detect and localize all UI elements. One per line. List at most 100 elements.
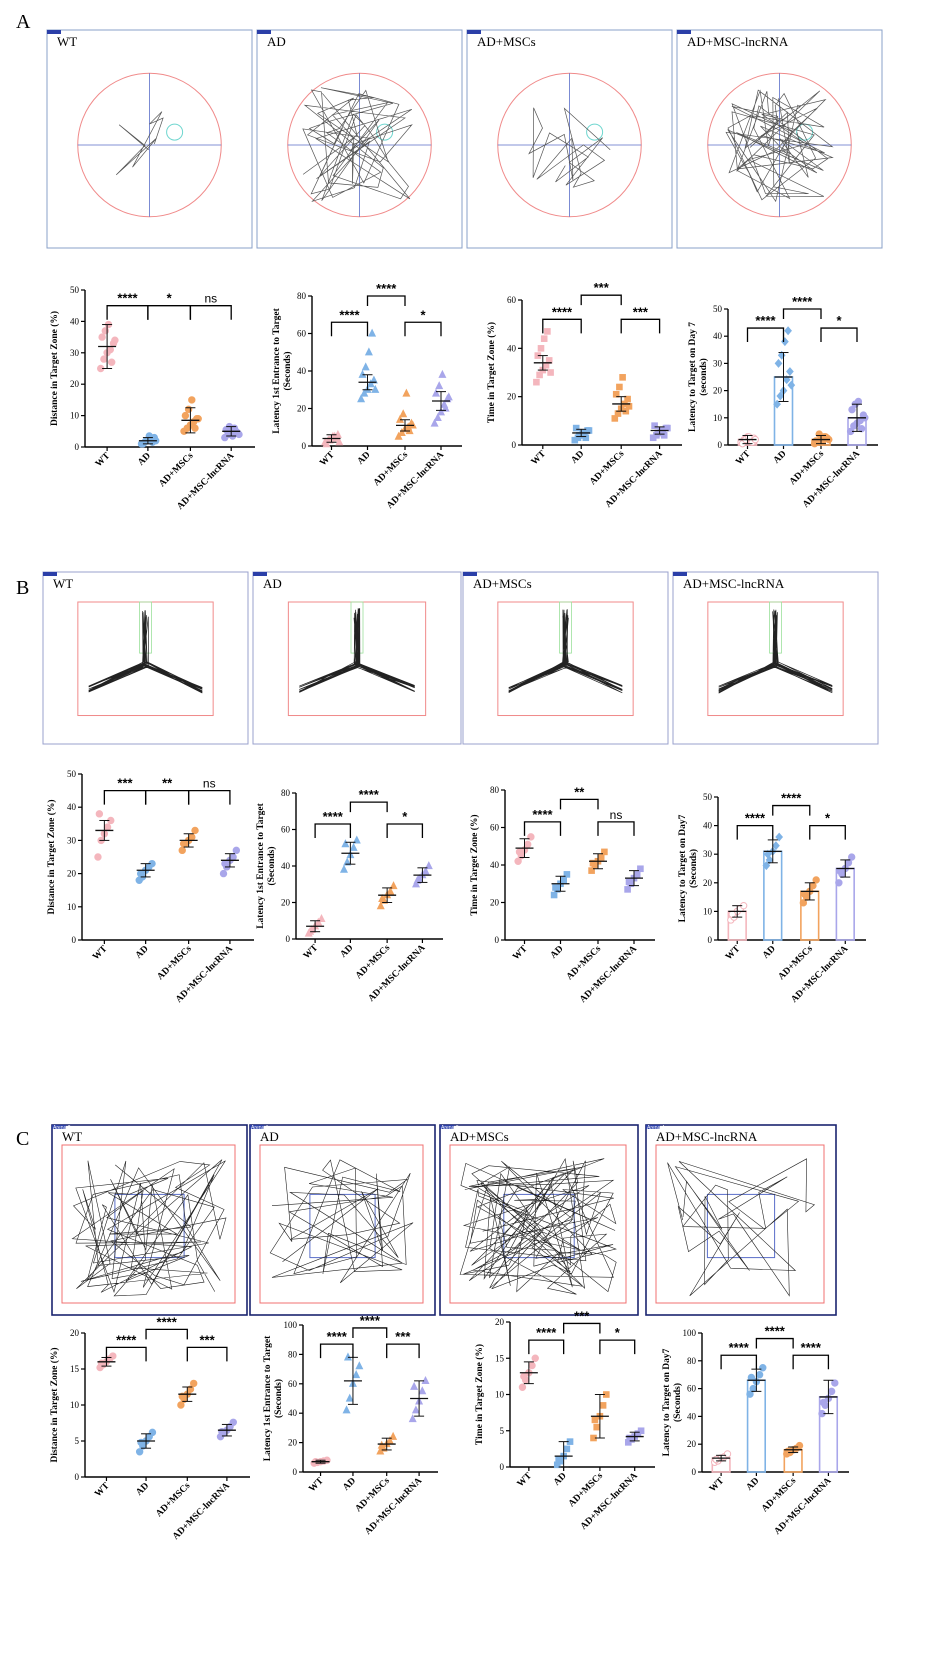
y-tick-label: 30 — [703, 849, 713, 859]
y-tick-label: 50 — [67, 769, 77, 779]
significance-bracket: **** — [352, 1313, 388, 1338]
x-tick-label-wt: WT — [307, 1476, 326, 1495]
data-point — [528, 1361, 536, 1370]
data-point — [520, 1372, 528, 1381]
bracket-line — [386, 1343, 420, 1359]
track-label: WT — [62, 1129, 82, 1144]
significance-bracket: *** — [103, 776, 147, 805]
track-wt: WT — [46, 29, 253, 249]
x-tick-label-ad-mscs: AD+MSCs — [565, 944, 603, 982]
series-ad-mscs — [588, 848, 608, 874]
series-wt — [96, 1352, 117, 1372]
arena-tab — [250, 1125, 264, 1129]
y-tick-label: 10 — [70, 1400, 80, 1410]
x-tick-label-wt: WT — [734, 449, 753, 468]
significance-label: **** — [552, 304, 573, 319]
y-axis-label: Distance in Target Zone (%) — [49, 311, 60, 426]
y-tick-label: 40 — [490, 860, 500, 870]
data-point — [524, 840, 532, 849]
data-point — [395, 414, 405, 423]
data-point — [712, 1455, 720, 1464]
data-point — [94, 853, 102, 861]
y-tick-label: 100 — [683, 1328, 697, 1338]
data-point — [781, 337, 789, 347]
data-point — [582, 434, 590, 442]
series-ad-mscs — [394, 388, 417, 440]
y-tick-label: 60 — [507, 295, 517, 305]
y-tick-label: 5 — [75, 1436, 80, 1446]
track-frame — [249, 1124, 436, 1316]
arena-tab — [43, 572, 57, 576]
y-axis-label: Latency to Target on Day7(Seconds) — [662, 1348, 683, 1456]
y-tick-label: 20 — [703, 878, 713, 888]
data-point — [378, 893, 387, 902]
series-ad-msc-lncrna — [818, 1379, 839, 1473]
data-point — [218, 1427, 226, 1436]
openfield-path — [459, 1158, 617, 1295]
y-axis-label: Time in Target Zone (%) — [486, 322, 497, 423]
series-wt — [304, 914, 326, 937]
data-point — [178, 846, 186, 855]
series-ad-mscs — [180, 396, 202, 435]
x-tick-label-ad-mscs: AD+MSCs — [154, 1481, 192, 1519]
data-point — [746, 1390, 754, 1398]
data-point — [322, 439, 331, 448]
data-point — [371, 384, 380, 393]
bracket-line — [186, 1346, 228, 1362]
y-tick-label: 80 — [297, 291, 307, 301]
x-tick-label-ad: AD — [570, 449, 587, 466]
track-frame — [645, 1124, 837, 1316]
data-point — [306, 926, 315, 935]
y-tick-label: 20 — [67, 869, 77, 879]
series-ad-mscs — [799, 876, 820, 941]
data-point — [772, 841, 780, 851]
significance-label: ns — [204, 292, 217, 306]
x-tick-label-wt: WT — [318, 450, 337, 469]
data-point — [591, 1416, 599, 1424]
y-axis-label-line: (Seconds) — [266, 846, 277, 885]
chart-b-2: 0 20 40 60 80 Latency 1st Entrance to Target(… — [256, 787, 443, 1004]
y-axis-label: Distance in Target Zone (%) — [46, 799, 57, 914]
data-point — [369, 375, 378, 384]
data-point — [413, 875, 422, 884]
y-tick-label: 20 — [288, 1438, 298, 1448]
data-point — [221, 859, 229, 868]
y-axis-label: Time in Target Zone (%) — [469, 814, 480, 915]
series-ad-mscs — [376, 881, 398, 910]
series-wt — [737, 433, 759, 448]
data-point — [394, 431, 403, 440]
data-point — [194, 415, 202, 423]
y-tick-label: 40 — [67, 802, 77, 812]
series-wt — [310, 1456, 331, 1467]
data-point — [145, 432, 154, 440]
arena-tab — [257, 30, 271, 34]
x-tick-label-ad-mscs: AD+MSCs — [156, 944, 194, 982]
track-label: AD+MSC-lncRNA — [656, 1129, 758, 1144]
y-tick-label: 15 — [495, 1353, 505, 1363]
data-point — [515, 848, 524, 856]
significance-label: *** — [395, 1329, 411, 1344]
bracket-line — [755, 1337, 794, 1349]
bracket-line — [386, 823, 424, 839]
series-ad-msc-lncrna — [649, 422, 671, 442]
y-axis-label: Latency to Target on Day7(Seconds) — [678, 814, 699, 922]
bracket-line — [330, 321, 369, 337]
data-point — [103, 823, 112, 831]
y-tick-label: 0 — [286, 934, 291, 944]
y-tick-label: 50 — [703, 792, 713, 802]
data-point — [438, 369, 447, 378]
data-point — [773, 399, 781, 409]
data-point — [763, 849, 772, 859]
ymaze-path — [299, 607, 415, 693]
bracket-line — [145, 1328, 188, 1340]
significance-label: **** — [755, 313, 776, 328]
significance-label: * — [836, 313, 842, 328]
data-point — [749, 1384, 757, 1393]
data-point — [317, 914, 326, 923]
data-point — [368, 328, 377, 337]
significance-label: * — [402, 809, 408, 824]
data-point — [191, 826, 199, 835]
track-ad: Arena 1AD — [249, 1124, 436, 1316]
swim-path — [115, 111, 164, 176]
